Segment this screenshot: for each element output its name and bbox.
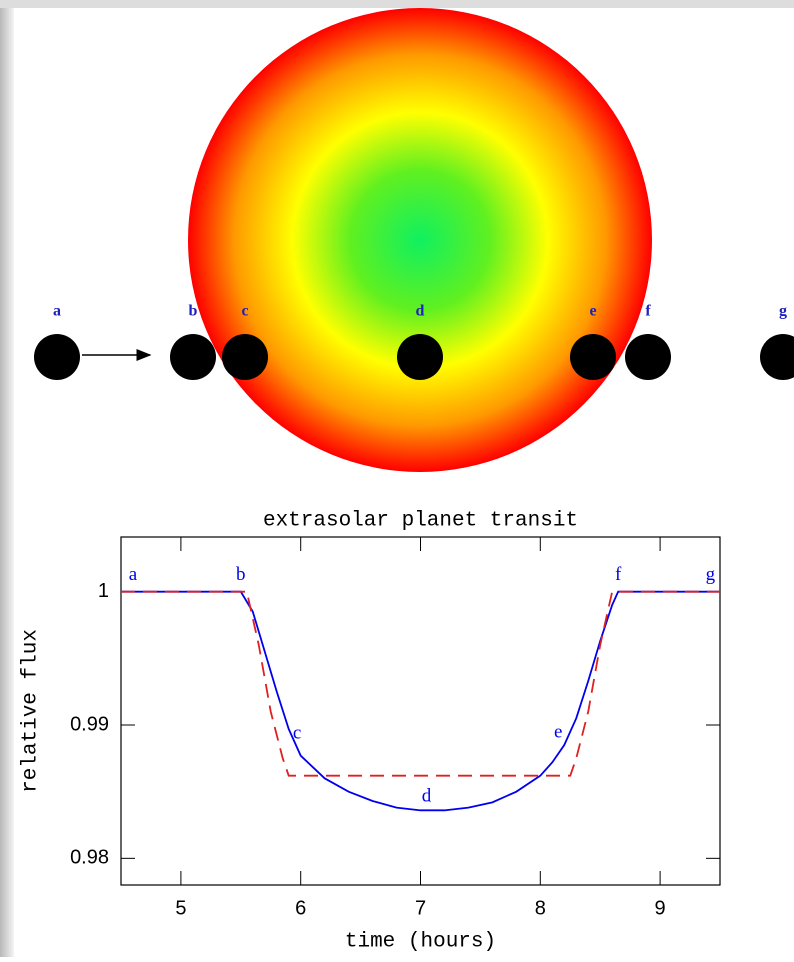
y-axis-title: relative flux [20,629,43,793]
point-label: d [422,785,432,806]
y-tick-label: 1 [98,580,109,602]
edge-shade [0,0,14,957]
flux-curve [121,590,720,777]
point-label: e [554,721,562,742]
x-tick-label: 8 [535,897,546,919]
planet [397,334,443,380]
top-shade [0,0,794,8]
planet [570,334,616,380]
planet-label: f [645,303,651,320]
point-label: b [236,564,246,585]
star [188,8,652,472]
planet-label: a [53,303,61,320]
y-tick-label: 0.99 [70,713,109,735]
planet [170,334,216,380]
point-label: a [129,564,138,585]
planet-label: g [779,303,787,320]
planet-label: b [189,303,198,320]
flux-curve [121,590,720,812]
planet [625,334,671,380]
x-tick-label: 9 [655,897,666,919]
transit-chart: extrasolar planet transit time (hours) rel… [20,510,721,954]
plot-frame [120,536,721,886]
x-axis-title: time (hours) [345,931,496,954]
point-label: g [706,564,716,585]
planet-label: e [589,303,596,320]
planet-label: d [416,303,425,320]
point-label: f [615,564,622,585]
x-tick-label: 7 [415,897,426,919]
planet-label: c [241,303,248,320]
x-tick-label: 5 [175,897,186,919]
x-tick-label: 6 [295,897,306,919]
planet [760,334,794,380]
planet [34,334,80,380]
planet-diagram: a b c d e f g [34,303,794,380]
y-tick-label: 0.98 [70,847,109,869]
planet [222,334,268,380]
point-label: c [293,723,301,744]
chart-title: extrasolar planet transit [263,510,578,533]
